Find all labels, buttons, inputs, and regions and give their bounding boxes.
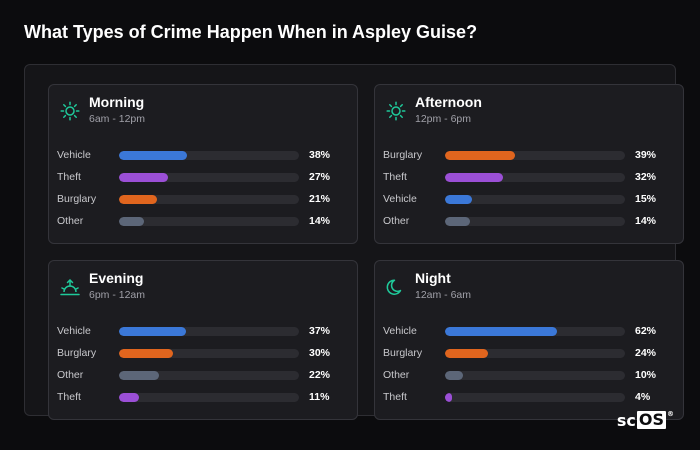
- tick-label: Vehicle: [383, 193, 417, 205]
- chart-card-morning: Morning 6am - 12pm Vehicle 38% Theft 27% Burgl…: [48, 84, 358, 244]
- card-title: Evening: [89, 270, 144, 286]
- bar: [119, 327, 186, 336]
- bar: [445, 151, 516, 160]
- bar-track: [119, 349, 299, 358]
- card-title: Morning: [89, 94, 145, 110]
- data-label: 4%: [635, 391, 651, 403]
- chart-card-evening: Evening 6pm - 12am Vehicle 37% Burglary 30% Ot…: [48, 260, 358, 420]
- scos-logo: sc OS ®: [616, 410, 674, 430]
- card-time-range: 12am - 6am: [415, 289, 472, 301]
- bar: [445, 327, 557, 336]
- data-label: 10%: [635, 369, 657, 381]
- bar-track: [445, 151, 625, 160]
- page-title: What Types of Crime Happen When in Asple…: [24, 22, 478, 42]
- tick-label: Vehicle: [57, 149, 91, 161]
- bar-track: [445, 173, 625, 182]
- bar: [119, 195, 157, 204]
- bar-row: Burglary 30%: [57, 346, 349, 360]
- bar-row: Vehicle 38%: [57, 148, 349, 162]
- bar-track: [119, 195, 299, 204]
- bar: [119, 217, 145, 226]
- tick-label: Burglary: [383, 347, 423, 359]
- tick-label: Theft: [57, 391, 81, 403]
- bar: [445, 195, 472, 204]
- bar-track: [119, 151, 299, 160]
- bar-track: [445, 371, 625, 380]
- bar-track: [119, 173, 299, 182]
- chart-card-night: Night 12am - 6am Vehicle 62% Burglary 24% Othe…: [374, 260, 684, 420]
- bar-row: Burglary 21%: [57, 192, 349, 206]
- bar-row: Theft 4%: [383, 390, 675, 404]
- bar-track: [119, 327, 299, 336]
- data-label: 38%: [309, 149, 331, 161]
- data-label: 32%: [635, 171, 657, 183]
- bar: [119, 393, 139, 402]
- card-time-range: 6pm - 12am: [89, 289, 146, 301]
- bar-row: Vehicle 37%: [57, 324, 349, 338]
- data-label: 24%: [635, 347, 657, 359]
- data-label: 11%: [309, 391, 330, 403]
- tick-label: Theft: [383, 171, 407, 183]
- tick-label: Other: [383, 215, 410, 227]
- bar-track: [119, 393, 299, 402]
- bar: [445, 371, 463, 380]
- bar-row: Other 14%: [383, 214, 675, 228]
- tick-label: Theft: [57, 171, 81, 183]
- bar-row: Burglary 24%: [383, 346, 675, 360]
- tick-label: Burglary: [57, 193, 97, 205]
- bar: [119, 349, 173, 358]
- bar-track: [445, 393, 625, 402]
- tick-label: Other: [57, 215, 84, 227]
- bar: [445, 349, 489, 358]
- bar-track: [445, 349, 625, 358]
- sun-icon: [59, 100, 81, 122]
- card-title: Afternoon: [415, 94, 482, 110]
- tick-label: Other: [383, 369, 410, 381]
- data-label: 22%: [309, 369, 331, 381]
- bar-row: Theft 32%: [383, 170, 675, 184]
- bar: [445, 173, 503, 182]
- card-time-range: 12pm - 6pm: [415, 113, 472, 125]
- bar-row: Other 10%: [383, 368, 675, 382]
- bar-track: [119, 217, 299, 226]
- chart-card-afternoon: Afternoon 12pm - 6pm Burglary 39% Theft 32% Ve…: [374, 84, 684, 244]
- data-label: 30%: [309, 347, 331, 359]
- sunset-icon: [59, 276, 81, 298]
- bar-row: Theft 11%: [57, 390, 349, 404]
- tick-label: Burglary: [57, 347, 97, 359]
- bar-row: Other 14%: [57, 214, 349, 228]
- bar-row: Vehicle 62%: [383, 324, 675, 338]
- bar-track: [119, 371, 299, 380]
- bar: [445, 217, 471, 226]
- tick-label: Vehicle: [57, 325, 91, 337]
- bar-row: Theft 27%: [57, 170, 349, 184]
- data-label: 62%: [635, 325, 657, 337]
- data-label: 14%: [309, 215, 331, 227]
- bar: [119, 151, 188, 160]
- data-label: 37%: [309, 325, 331, 337]
- card-title: Night: [415, 270, 451, 286]
- bar: [445, 393, 453, 402]
- tick-label: Vehicle: [383, 325, 417, 337]
- bar-track: [445, 327, 625, 336]
- tick-label: Burglary: [383, 149, 423, 161]
- bar: [119, 173, 168, 182]
- data-label: 39%: [635, 149, 657, 161]
- tick-label: Other: [57, 369, 84, 381]
- data-label: 21%: [309, 193, 331, 205]
- bar-row: Burglary 39%: [383, 148, 675, 162]
- data-label: 14%: [635, 215, 657, 227]
- data-label: 27%: [309, 171, 331, 183]
- bar-track: [445, 217, 625, 226]
- bar-track: [445, 195, 625, 204]
- data-label: 15%: [635, 193, 657, 205]
- bar-row: Vehicle 15%: [383, 192, 675, 206]
- moon-icon: [385, 276, 407, 298]
- bar: [119, 371, 159, 380]
- tick-label: Theft: [383, 391, 407, 403]
- bar-row: Other 22%: [57, 368, 349, 382]
- card-time-range: 6am - 12pm: [89, 113, 146, 125]
- sun-icon: [385, 100, 407, 122]
